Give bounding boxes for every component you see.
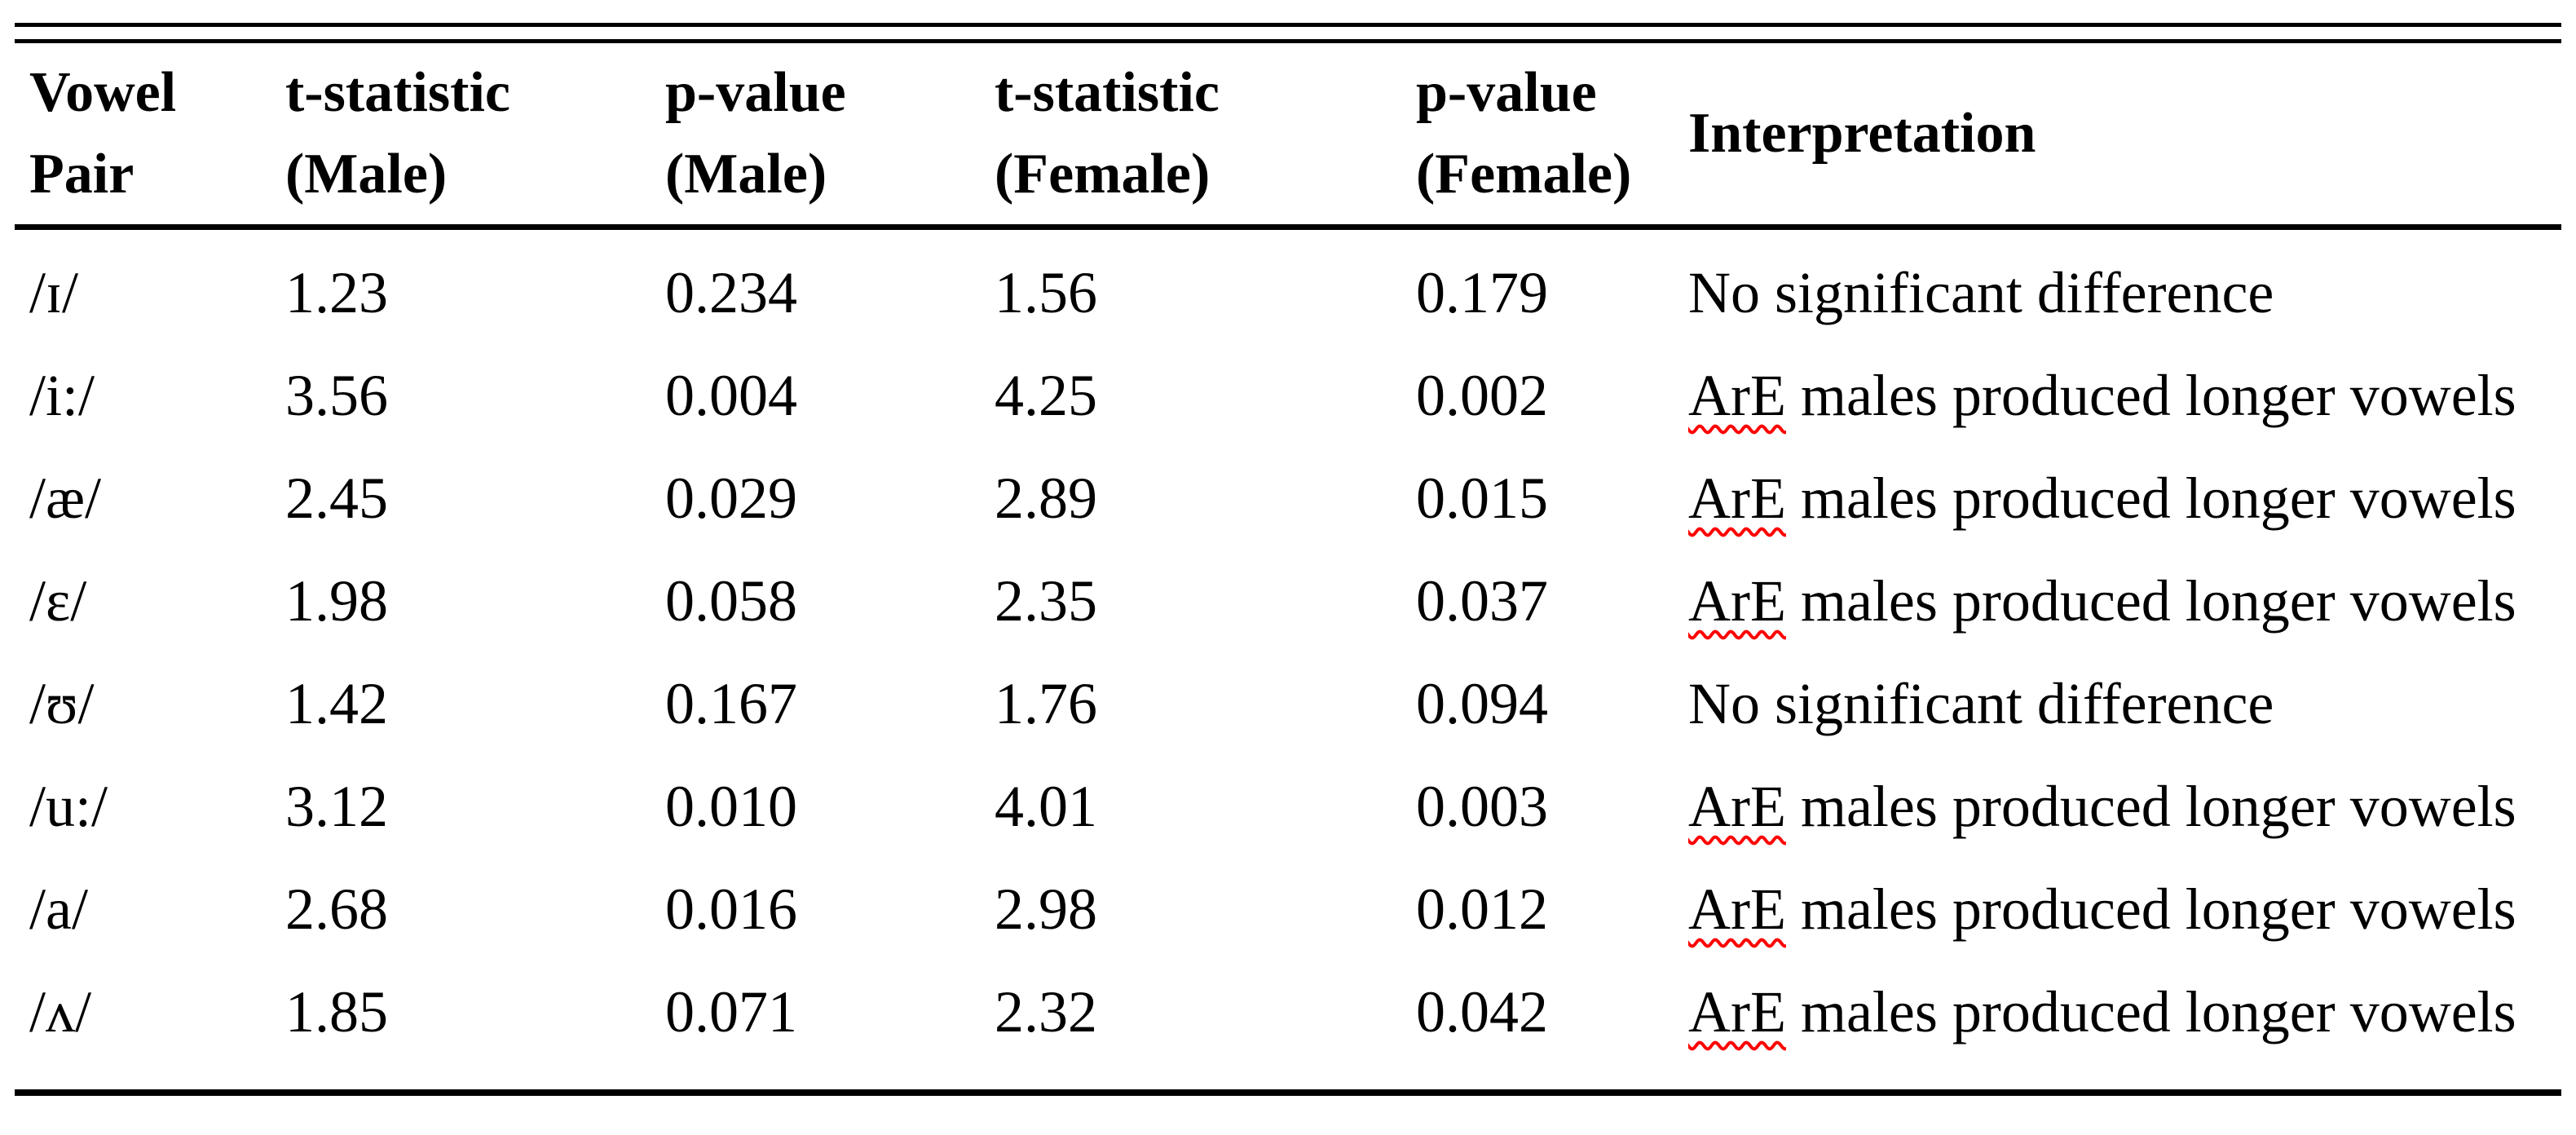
header-line: (Female)	[1416, 143, 1632, 205]
header-line: Interpretation	[1688, 102, 2036, 165]
cell-p-value-female: 0.012	[1416, 877, 1548, 942]
cell-p-value-female: 0.094	[1416, 671, 1548, 736]
misspelled-word: ArE	[1688, 466, 1786, 531]
table-row: /u:/ 3.12 0.010 4.01 0.003 ArE males pro…	[0, 755, 2576, 858]
table-row: /a/ 2.68 0.016 2.98 0.012 ArE males prod…	[0, 858, 2576, 961]
cell-interpretation: ArE males produced longer vowels	[1688, 755, 2576, 858]
cell-p-value-female: 0.003	[1416, 774, 1548, 839]
misspelled-word: ArE	[1688, 568, 1786, 634]
table-row: /ɪ/ 1.23 0.234 1.56 0.179 No significant…	[0, 241, 2576, 344]
cell-vowel: /u:/	[29, 774, 108, 839]
table-header-row: Vowel Pair t-statistic (Male) p-value (M…	[0, 43, 2576, 224]
cell-t-statistic-female: 4.01	[995, 774, 1097, 839]
header-line: Pair	[29, 143, 135, 205]
header-line: (Female)	[995, 143, 1211, 205]
cell-t-statistic-female: 1.56	[995, 260, 1097, 325]
table-row: /ʌ/ 1.85 0.071 2.32 0.042 ArE males prod…	[0, 961, 2576, 1063]
header-vowel-pair: Vowel Pair	[29, 52, 285, 215]
table-bottom-rule	[15, 1089, 2561, 1096]
header-line: t-statistic	[995, 61, 1220, 124]
cell-t-statistic-male: 1.23	[285, 260, 388, 325]
header-line: (Male)	[285, 143, 448, 205]
cell-t-statistic-male: 3.12	[285, 774, 388, 839]
cell-t-statistic-male: 1.42	[285, 671, 388, 736]
cell-p-value-male: 0.071	[665, 979, 797, 1044]
interpretation-text: males produced longer vowels	[1785, 568, 2516, 634]
table-top-rule-1	[15, 23, 2561, 27]
cell-interpretation: ArE males produced longer vowels	[1688, 961, 2576, 1063]
header-line: Vowel	[29, 61, 177, 124]
header-p-value-female: p-value (Female)	[1416, 52, 1688, 215]
header-line: t-statistic	[285, 61, 511, 124]
cell-t-statistic-male: 2.68	[285, 877, 388, 942]
table-row: /ɛ/ 1.98 0.058 2.35 0.037 ArE males prod…	[0, 550, 2576, 652]
cell-interpretation: No significant difference	[1688, 652, 2576, 755]
header-p-value-male: p-value (Male)	[665, 52, 995, 215]
misspelled-word: ArE	[1688, 979, 1786, 1044]
cell-p-value-male: 0.010	[665, 774, 797, 839]
interpretation-text: males produced longer vowels	[1785, 363, 2516, 428]
cell-interpretation: ArE males produced longer vowels	[1688, 550, 2576, 652]
table-row: /ʊ/ 1.42 0.167 1.76 0.094 No significant…	[0, 652, 2576, 755]
cell-vowel: /i:/	[29, 363, 95, 428]
cell-p-value-female: 0.015	[1416, 466, 1548, 531]
cell-vowel: /ɪ/	[29, 260, 79, 325]
cell-vowel: /ʊ/	[29, 671, 95, 736]
cell-t-statistic-female: 2.32	[995, 979, 1097, 1044]
cell-t-statistic-male: 2.45	[285, 466, 388, 531]
cell-p-value-male: 0.029	[665, 466, 797, 531]
cell-t-statistic-male: 1.85	[285, 979, 388, 1044]
cell-p-value-female: 0.179	[1416, 260, 1548, 325]
cell-t-statistic-male: 3.56	[285, 363, 388, 428]
interpretation-text: males produced longer vowels	[1785, 877, 2516, 942]
cell-t-statistic-female: 1.76	[995, 671, 1097, 736]
cell-interpretation: ArE males produced longer vowels	[1688, 858, 2576, 961]
header-line: p-value	[1416, 61, 1597, 124]
cell-vowel: /a/	[29, 877, 88, 942]
misspelled-word: ArE	[1688, 363, 1786, 428]
header-line: (Male)	[665, 143, 827, 205]
cell-interpretation: No significant difference	[1688, 241, 2576, 344]
results-table: Vowel Pair t-statistic (Male) p-value (M…	[0, 23, 2576, 1096]
interpretation-text: males produced longer vowels	[1785, 979, 2516, 1044]
header-t-statistic-male: t-statistic (Male)	[285, 52, 665, 215]
header-line: p-value	[665, 61, 846, 124]
misspelled-word: ArE	[1688, 774, 1786, 839]
cell-vowel: /ʌ/	[29, 979, 92, 1044]
interpretation-text: males produced longer vowels	[1785, 466, 2516, 531]
cell-p-value-female: 0.002	[1416, 363, 1548, 428]
cell-vowel: /ɛ/	[29, 568, 87, 634]
cell-t-statistic-female: 2.89	[995, 466, 1097, 531]
table-body: /ɪ/ 1.23 0.234 1.56 0.179 No significant…	[0, 241, 2576, 1063]
table-row: /æ/ 2.45 0.029 2.89 0.015 ArE males prod…	[0, 447, 2576, 550]
header-separator-rule	[15, 224, 2561, 230]
cell-p-value-male: 0.058	[665, 568, 797, 634]
cell-p-value-male: 0.004	[665, 363, 797, 428]
cell-p-value-male: 0.016	[665, 877, 797, 942]
cell-interpretation: ArE males produced longer vowels	[1688, 344, 2576, 447]
cell-p-value-female: 0.042	[1416, 979, 1548, 1044]
cell-p-value-male: 0.234	[665, 260, 797, 325]
cell-interpretation: ArE males produced longer vowels	[1688, 447, 2576, 550]
misspelled-word: ArE	[1688, 877, 1786, 942]
cell-p-value-female: 0.037	[1416, 568, 1548, 634]
header-t-statistic-female: t-statistic (Female)	[995, 52, 1416, 215]
cell-t-statistic-female: 4.25	[995, 363, 1097, 428]
cell-t-statistic-female: 2.35	[995, 568, 1097, 634]
cell-vowel: /æ/	[29, 466, 102, 531]
cell-t-statistic-male: 1.98	[285, 568, 388, 634]
cell-t-statistic-female: 2.98	[995, 877, 1097, 942]
interpretation-text: No significant difference	[1688, 260, 2274, 325]
table-row: /i:/ 3.56 0.004 4.25 0.002 ArE males pro…	[0, 344, 2576, 447]
cell-p-value-male: 0.167	[665, 671, 797, 736]
interpretation-text: No significant difference	[1688, 671, 2274, 736]
header-interpretation: Interpretation	[1688, 93, 2576, 174]
table-top-rule-2	[15, 39, 2561, 43]
interpretation-text: males produced longer vowels	[1785, 774, 2516, 839]
